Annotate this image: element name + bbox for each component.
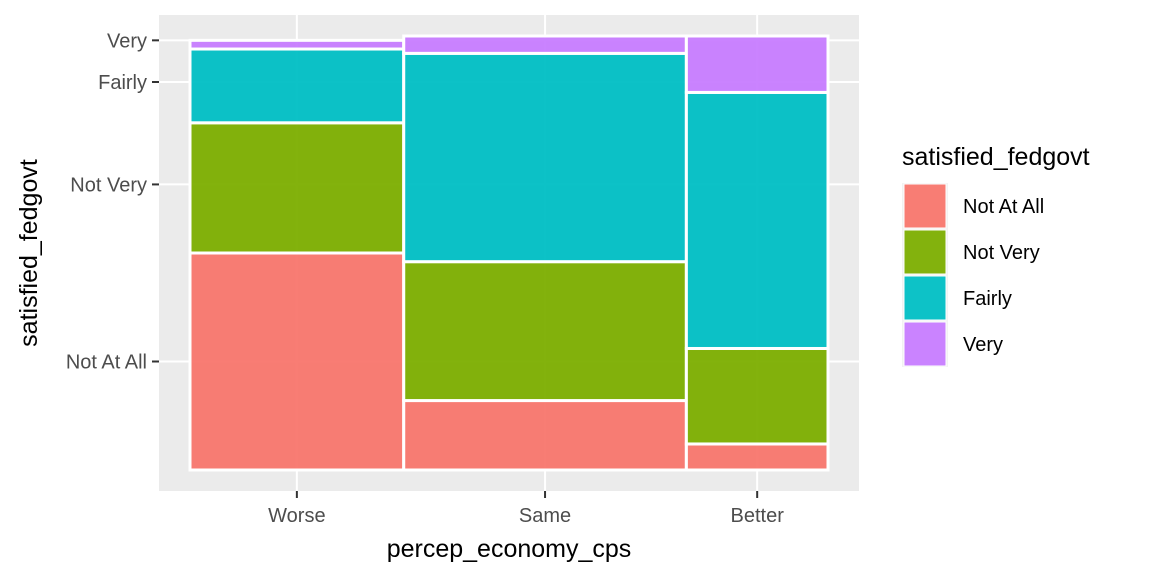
legend-swatch-fairly — [903, 275, 947, 321]
tile-better-very — [684, 34, 830, 94]
tile-worse-not-very — [188, 121, 406, 255]
tile-worse-not-at-all — [188, 251, 406, 472]
y-axis: Not At All Not Very Fairly Very — [66, 30, 159, 374]
tile-same-fairly — [402, 51, 688, 264]
x-tick-label: Worse — [268, 505, 325, 527]
legend-swatch-not-very — [903, 229, 947, 275]
legend-label-very: Very — [963, 334, 1003, 356]
y-axis-title: satisfied_fedgovt — [15, 159, 43, 347]
x-tick-label: Better — [731, 505, 785, 527]
legend-swatch-not-at-all — [903, 183, 947, 229]
tile-worse-very — [188, 38, 406, 51]
tile-same-not-very — [402, 260, 688, 403]
legend-label-fairly: Fairly — [963, 288, 1012, 310]
x-tick-label: Same — [519, 505, 571, 527]
tile-worse-fairly — [188, 47, 406, 125]
y-tick-label: Fairly — [98, 72, 147, 94]
legend-swatch-very — [903, 321, 947, 367]
legend: satisfied_fedgovt Not At All Not Very Fair… — [902, 143, 1090, 367]
tile-same-very — [402, 34, 688, 55]
tile-better-not-at-all — [684, 442, 830, 472]
y-tick-label: Very — [107, 30, 147, 52]
y-tick-label: Not Very — [70, 174, 147, 196]
tile-better-fairly — [684, 90, 830, 350]
legend-label-not-at-all: Not At All — [963, 196, 1044, 218]
x-axis: Worse Same Better — [268, 491, 784, 527]
tile-better-not-very — [684, 346, 830, 446]
legend-label-not-very: Not Very — [963, 242, 1040, 264]
x-axis-title: percep_economy_cps — [387, 535, 632, 563]
tile-same-not-at-all — [402, 399, 688, 472]
y-tick-label: Not At All — [66, 352, 147, 374]
legend-title: satisfied_fedgovt — [902, 143, 1090, 171]
mosaic-tiles — [188, 34, 830, 472]
